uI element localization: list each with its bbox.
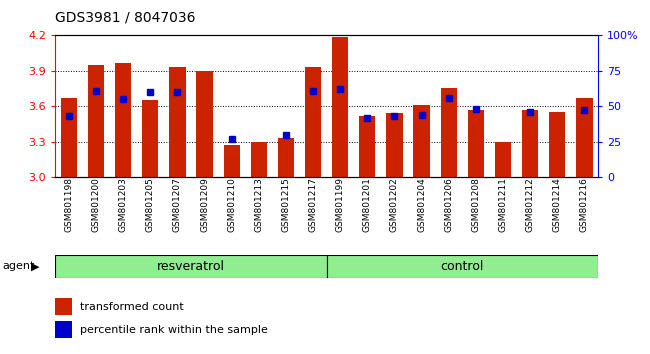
Bar — [278, 138, 294, 177]
Bar — [55, 321, 72, 338]
Text: GSM801199: GSM801199 — [335, 177, 345, 232]
Text: GSM801200: GSM801200 — [92, 177, 101, 232]
Bar — [386, 113, 402, 177]
Bar — [115, 63, 131, 177]
Text: GDS3981 / 8047036: GDS3981 / 8047036 — [55, 11, 196, 25]
Bar — [522, 110, 538, 177]
Bar — [413, 105, 430, 177]
Text: GSM801215: GSM801215 — [281, 177, 291, 232]
Bar — [305, 67, 321, 177]
Text: GSM801211: GSM801211 — [499, 177, 508, 232]
Bar — [577, 98, 593, 177]
Bar — [55, 255, 326, 278]
Bar — [441, 88, 457, 177]
Text: GSM801208: GSM801208 — [471, 177, 480, 232]
Bar — [224, 145, 240, 177]
Bar — [495, 142, 511, 177]
Text: GSM801204: GSM801204 — [417, 177, 426, 232]
Bar — [88, 65, 104, 177]
Text: GSM801217: GSM801217 — [309, 177, 318, 232]
Text: control: control — [441, 260, 484, 273]
Text: GSM801198: GSM801198 — [64, 177, 73, 232]
Text: ▶: ▶ — [31, 261, 40, 272]
Bar — [468, 110, 484, 177]
Text: GSM801210: GSM801210 — [227, 177, 236, 232]
Bar — [549, 112, 566, 177]
Text: GSM801207: GSM801207 — [173, 177, 182, 232]
Bar — [332, 36, 348, 177]
Text: GSM801205: GSM801205 — [146, 177, 155, 232]
Bar — [196, 71, 213, 177]
Text: transformed count: transformed count — [80, 302, 183, 312]
Text: GSM801202: GSM801202 — [390, 177, 399, 232]
Text: GSM801216: GSM801216 — [580, 177, 589, 232]
Text: GSM801213: GSM801213 — [254, 177, 263, 232]
Text: resveratrol: resveratrol — [157, 260, 225, 273]
Bar — [359, 116, 376, 177]
Bar — [55, 298, 72, 314]
Text: GSM801201: GSM801201 — [363, 177, 372, 232]
Text: agent: agent — [2, 261, 34, 272]
Text: GSM801214: GSM801214 — [552, 177, 562, 232]
Bar — [251, 142, 267, 177]
Text: GSM801203: GSM801203 — [118, 177, 127, 232]
Text: GSM801209: GSM801209 — [200, 177, 209, 232]
Text: percentile rank within the sample: percentile rank within the sample — [80, 325, 268, 335]
Text: GSM801212: GSM801212 — [526, 177, 535, 232]
Bar — [142, 100, 159, 177]
Text: GSM801206: GSM801206 — [444, 177, 453, 232]
Bar — [60, 98, 77, 177]
Bar — [327, 255, 598, 278]
Bar — [169, 67, 185, 177]
